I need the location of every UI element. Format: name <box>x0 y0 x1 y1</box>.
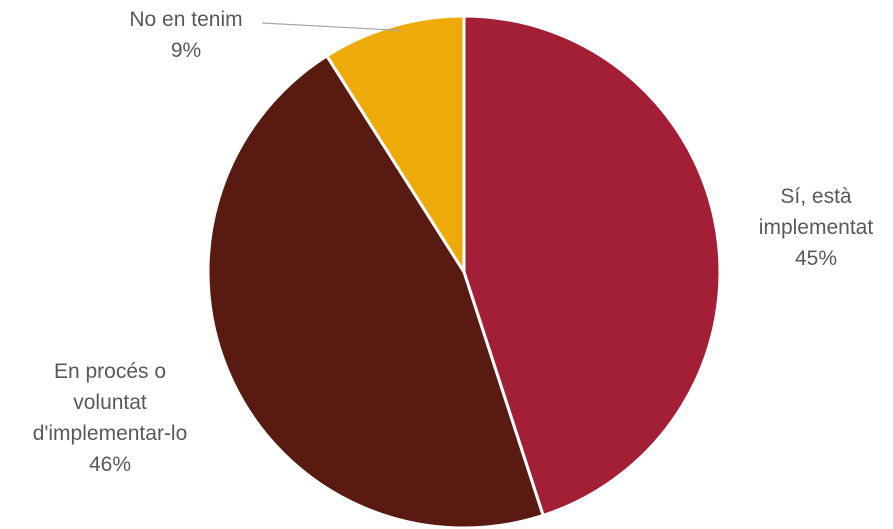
slice-label-line: d'implementar-lo <box>33 422 188 445</box>
slice-label-line: implementat <box>759 216 874 239</box>
slice-label-line: voluntat <box>73 391 147 414</box>
slice-percent-label: 9% <box>171 39 201 62</box>
slice-label-line: No en tenim <box>129 8 242 31</box>
pie-slice-no-en-tenim <box>324 14 466 278</box>
pie-slices <box>206 14 722 529</box>
slice-label-si-esta-implementat: Sí, està implementat 45% <box>759 185 874 270</box>
slice-percent-label: 45% <box>795 247 837 270</box>
pie-slice-si-esta-implementat <box>462 14 722 518</box>
pie-slice-en-proces-o-voluntat <box>206 53 546 529</box>
leader-line-no-en-tenim <box>261 22 401 32</box>
slice-label-line: En procés o <box>54 360 166 383</box>
slice-labels: Sí, està implementat 45% En procés o volunta… <box>33 8 874 476</box>
leader-lines <box>261 22 401 32</box>
slice-label-no-en-tenim: No en tenim 9% <box>129 8 242 62</box>
slice-label-line: Sí, està <box>780 185 852 208</box>
slice-label-en-proces-o-voluntat: En procés o voluntat d'implementar-lo 46% <box>33 360 188 476</box>
slice-percent-label: 46% <box>89 453 131 476</box>
